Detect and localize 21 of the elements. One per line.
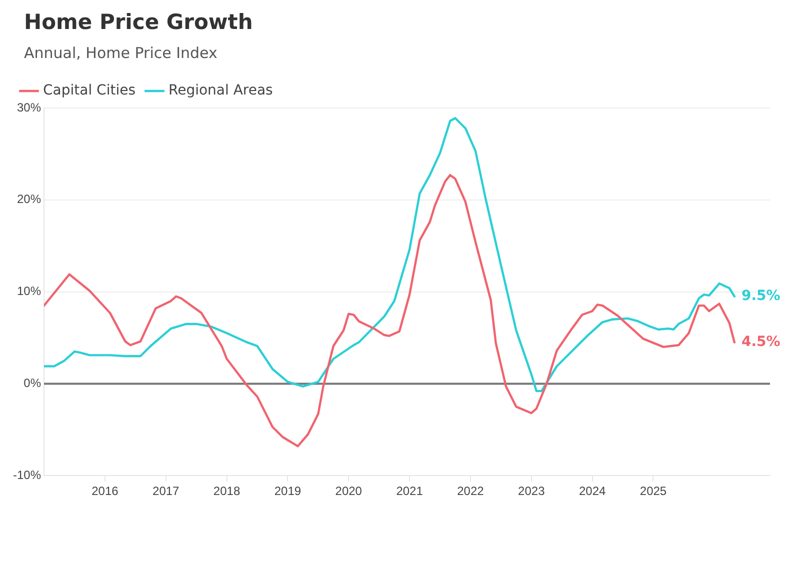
y-tick-label: -10% xyxy=(13,468,42,482)
y-tick-label: 30% xyxy=(16,100,42,114)
y-tick-label: 0% xyxy=(24,376,42,390)
x-tick-label: 2020 xyxy=(335,484,362,498)
chart-title: Home Price Growth xyxy=(24,10,253,34)
x-tick-label: 2023 xyxy=(518,484,546,498)
chart-subtitle: Annual, Home Price Index xyxy=(24,44,218,62)
x-tick-label: 2017 xyxy=(152,484,180,498)
x-tick-label: 2022 xyxy=(457,484,484,498)
legend-label: Regional Areas xyxy=(168,82,273,99)
x-tick-label: 2021 xyxy=(396,484,424,498)
legend-label: Capital Cities xyxy=(43,82,136,99)
x-tick-label: 2019 xyxy=(274,484,302,498)
y-tick-label: 20% xyxy=(16,192,42,206)
data-label: 4.5% xyxy=(741,334,780,350)
x-tick-label: 2016 xyxy=(92,484,119,498)
y-tick-label: 10% xyxy=(16,284,42,298)
data-label: 9.5% xyxy=(741,288,780,304)
x-tick-label: 2018 xyxy=(213,484,240,498)
x-tick-label: 2024 xyxy=(578,484,606,498)
x-tick-label: 2025 xyxy=(640,484,667,498)
